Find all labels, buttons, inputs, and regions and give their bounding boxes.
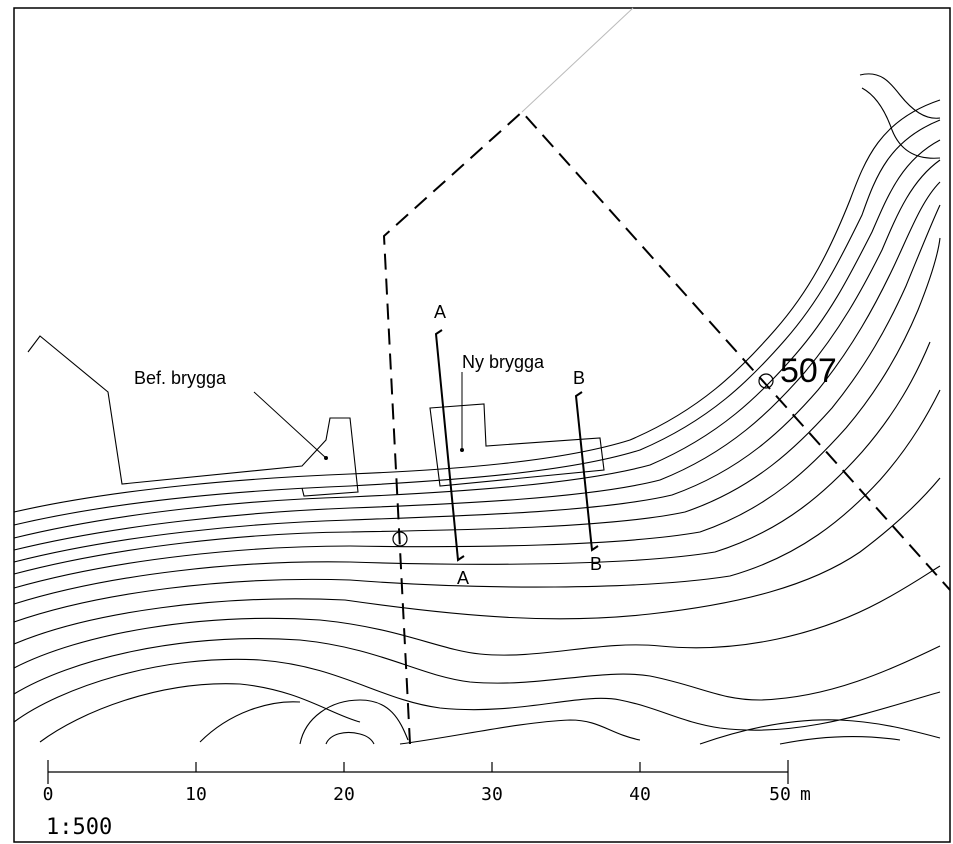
survey-point-507-marker [758, 373, 774, 389]
contour-line [13, 237, 941, 589]
contour-line [13, 139, 941, 539]
section-a-bottom-label: A [457, 568, 469, 588]
scale-tick-label: 40 [629, 784, 651, 805]
map-frame [13, 7, 951, 843]
extension-line [521, 7, 634, 113]
contour-line [13, 389, 941, 623]
scale-tick-label: 10 [185, 784, 207, 805]
scale-tick-label: 50 [769, 784, 791, 805]
existing-pier-label: Bef. brygga [134, 368, 227, 388]
contour-line [13, 565, 941, 669]
contour-line [39, 683, 361, 743]
contour-line [779, 735, 901, 745]
survey-point-marker [392, 531, 408, 547]
contour-line [13, 181, 941, 563]
contour-line [13, 658, 941, 731]
existing-pier-dot [324, 456, 328, 460]
scale-ratio-label: 1:500 [46, 815, 112, 840]
survey-point-number: 507 [780, 352, 837, 390]
existing-pier-leader [253, 391, 327, 459]
scale-tick-label: 20 [333, 784, 355, 805]
section-line-b [574, 391, 599, 552]
existing-pier-outline [27, 335, 359, 497]
section-line-a [434, 329, 465, 562]
contour-line [13, 477, 941, 645]
section-b-bottom-label: B [590, 554, 602, 574]
contour-line [199, 701, 301, 743]
contour-line [325, 731, 375, 745]
contour-line [13, 99, 941, 513]
new-pier-label: Ny brygga [462, 352, 545, 372]
scale-bar [47, 760, 789, 784]
new-pier-dot [460, 448, 464, 452]
contour-line [299, 699, 409, 745]
section-a-top-label: A [434, 302, 446, 322]
contour-line [13, 119, 941, 526]
new-pier-outline [429, 403, 605, 487]
contour-line [13, 341, 931, 605]
contour-line [699, 719, 941, 745]
contour-line [13, 638, 941, 701]
scale-unit-label: m [800, 784, 811, 805]
contour-line [399, 719, 641, 745]
property-boundary [382, 110, 951, 745]
contour-line [861, 87, 941, 159]
contour-line [13, 204, 941, 575]
section-b-top-label: B [573, 368, 585, 388]
scale-tick-label: 30 [481, 784, 503, 805]
scale-tick-label: 0 [43, 784, 54, 805]
contour-line [859, 73, 941, 119]
contour-line [13, 159, 941, 551]
contour-lines [13, 73, 941, 745]
